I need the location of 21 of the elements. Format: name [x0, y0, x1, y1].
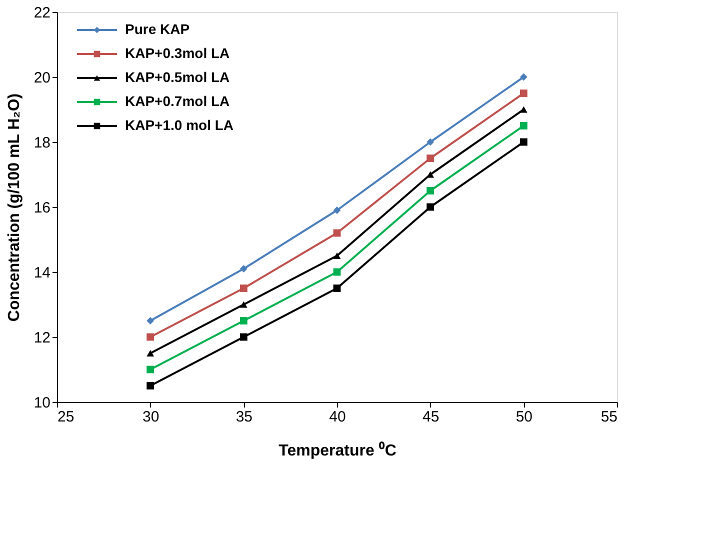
x-tick-label: 55: [600, 408, 618, 426]
x-tick-label: 40: [329, 408, 346, 426]
y-tick-label: 10: [34, 394, 50, 412]
y-tick-label: 20: [34, 70, 50, 86]
y-tick-label: 12: [34, 330, 50, 346]
x-tick-label: 30: [142, 408, 160, 426]
x-tick-label: 35: [236, 408, 253, 426]
y-tick-label: 22: [34, 4, 50, 22]
x-tick-label: 50: [516, 408, 533, 426]
legend-label: Pure KAP: [125, 21, 190, 37]
y-tick-label: 14: [34, 264, 50, 282]
x-axis-title: Temperature ⁰C: [278, 442, 397, 460]
legend-label: KAP+0.3mol LA: [125, 45, 230, 61]
x-tick-label: 25: [58, 408, 74, 426]
legend-label: KAP+1.0 mol LA: [125, 117, 234, 133]
legend-label: KAP+0.5mol LA: [125, 69, 230, 85]
legend-label: KAP+0.7mol LA: [125, 93, 230, 109]
y-tick-label: 18: [34, 134, 50, 152]
y-tick-label: 16: [34, 200, 50, 216]
y-axis-title: Concentration (g/100 mL H₂O): [6, 93, 23, 322]
x-tick-label: 45: [422, 408, 440, 426]
